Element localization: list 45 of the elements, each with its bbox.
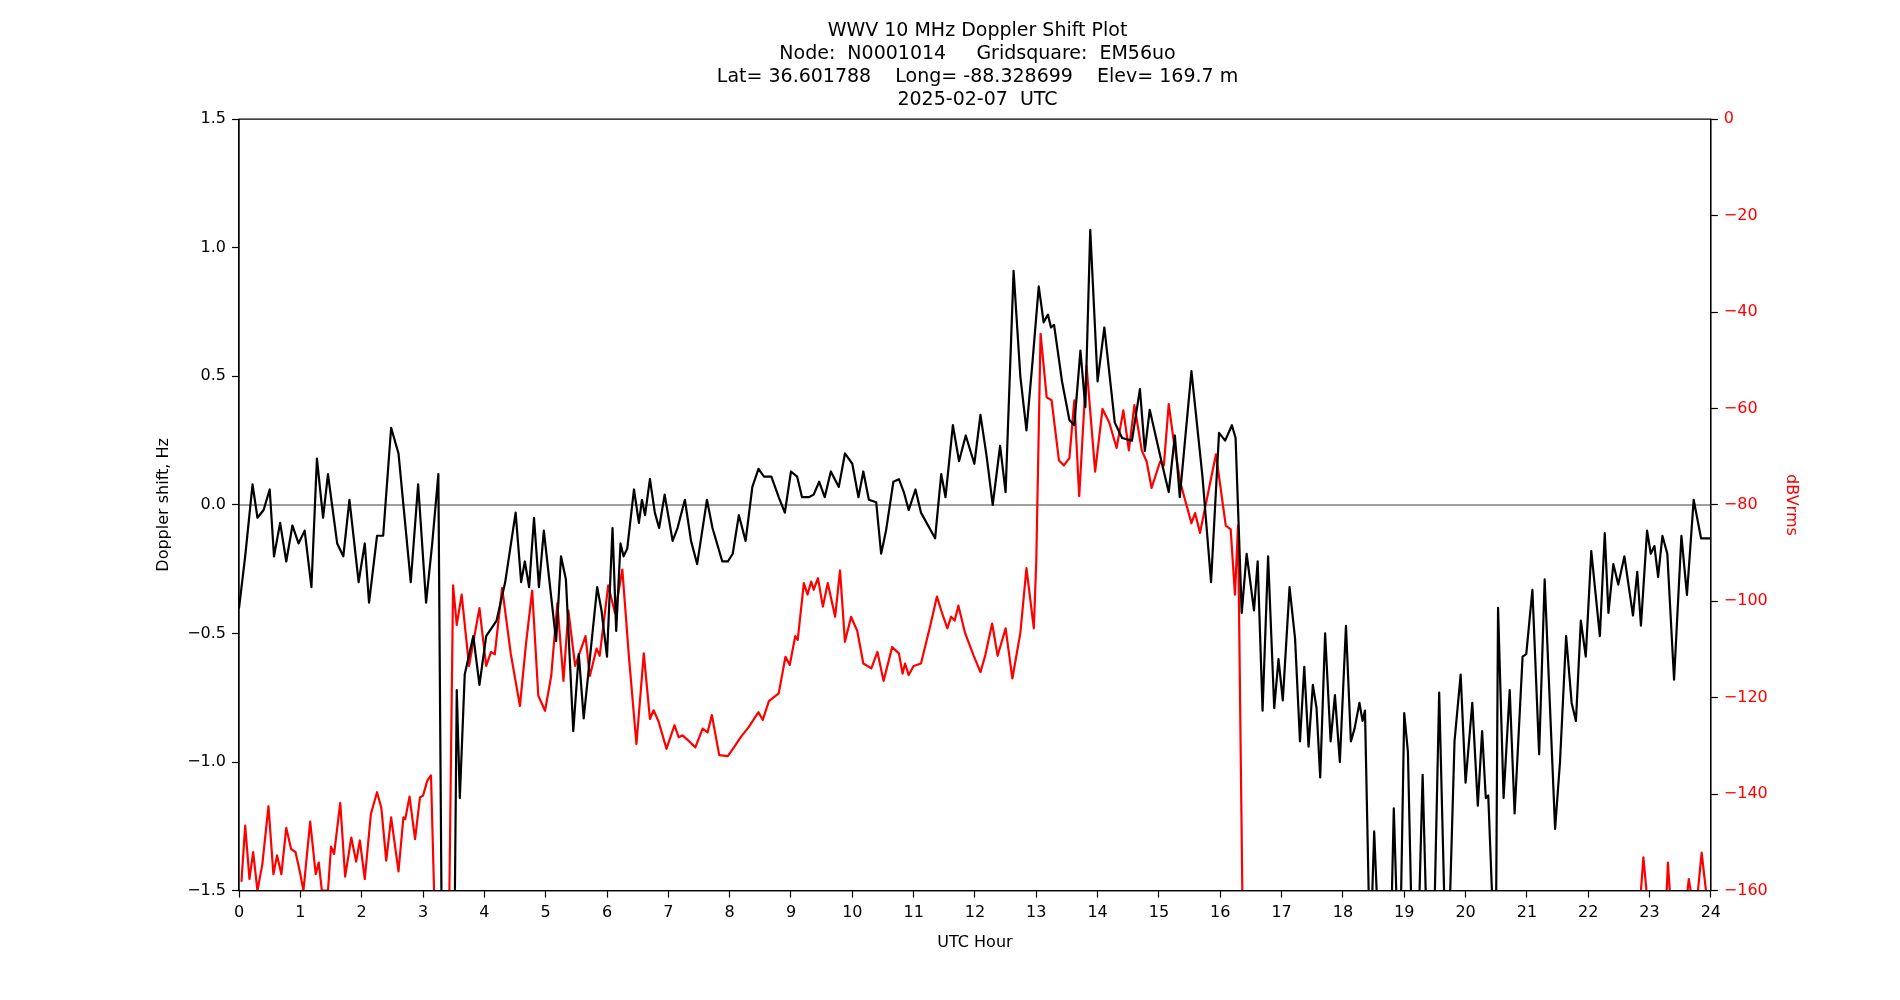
x-tick-label: 11 (903, 902, 924, 922)
y2-tick-label: −120 (1723, 686, 1768, 706)
x-tick-label: 14 (1087, 902, 1108, 922)
y2-tick-label: −20 (1723, 204, 1758, 224)
x-tick-label: 6 (601, 902, 613, 922)
x-tick-label: 12 (964, 902, 986, 922)
y2-tick-label: −140 (1723, 783, 1768, 803)
y-tick-label: 1.5 (200, 108, 227, 128)
x-tick-label: 17 (1271, 902, 1292, 922)
x-tick-label: 22 (1578, 902, 1599, 922)
x-tick-label: 9 (785, 902, 797, 922)
y2-tick-label: 0 (1723, 108, 1735, 128)
x-tick-label: 23 (1639, 902, 1660, 922)
y-axis-title: Doppler shift, Hz (152, 438, 172, 572)
x-axis-title: UTC Hour (937, 931, 1014, 951)
x-tick-label: 24 (1700, 902, 1722, 922)
x-tick-label: 21 (1516, 902, 1538, 922)
y-tick-label: −1.5 (187, 879, 227, 899)
y-tick-label: −1.0 (187, 751, 227, 771)
y-tick-label: 0.5 (200, 365, 227, 385)
y2-tick-label: −80 (1723, 494, 1758, 514)
x-tick-label: 0 (233, 902, 245, 922)
x-tick-label: 3 (417, 902, 429, 922)
x-tick-label: 8 (724, 902, 735, 922)
y-tick-label: 1.0 (200, 236, 227, 256)
x-tick-label: 16 (1210, 902, 1231, 922)
y2-tick-label: −160 (1723, 879, 1768, 899)
y2-tick-label: −60 (1723, 397, 1758, 417)
x-tick-label: 7 (663, 902, 674, 922)
x-tick-label: 10 (842, 902, 863, 922)
x-tick-label: 18 (1332, 902, 1354, 922)
x-tick-label: 20 (1455, 902, 1476, 922)
y-tick-label: −0.5 (187, 622, 227, 642)
y-tick-label: 0.0 (200, 494, 227, 514)
x-tick-label: 19 (1394, 902, 1415, 922)
chart-title: WWV 10 MHz Doppler Shift Plot Node: N0001014 Gridsquare: EM56uo Lat= 36.601788 Long= -88.328699 Elev= 169.7 m 2025-02-07 UTC (716, 18, 1239, 109)
x-tick-label: 5 (540, 902, 551, 922)
x-tick-label: 13 (1026, 902, 1047, 922)
x-tick-label: 4 (479, 902, 490, 922)
y2-tick-label: −100 (1723, 590, 1768, 610)
y2-tick-label: −40 (1723, 301, 1758, 321)
x-tick-label: 2 (356, 902, 367, 922)
x-tick-label: 15 (1148, 902, 1170, 922)
x-tick-label: 1 (295, 902, 306, 922)
y2-axis-title: dBVrms (1783, 473, 1803, 536)
